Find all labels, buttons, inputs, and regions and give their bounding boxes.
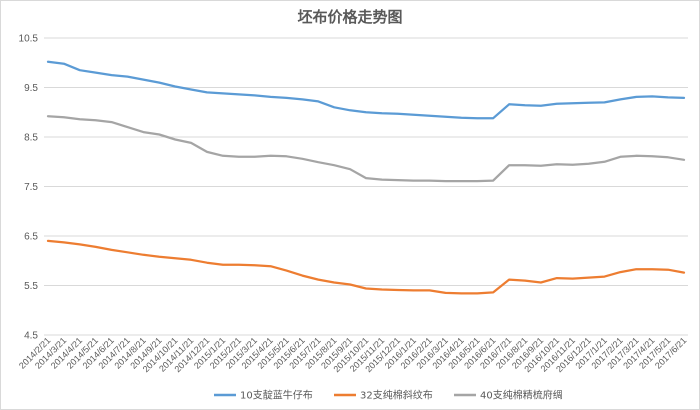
series-group: [46, 60, 686, 295]
y-axis-ticks: 4.5 5.5 6.5 7.5 8.5 9.5 10.5: [19, 34, 39, 342]
y-tick-label: 7.5: [24, 182, 38, 193]
legend-label: 40支纯棉精梳府绸: [480, 389, 563, 402]
grid-lines: [44, 37, 688, 336]
legend-label: 32支纯棉斜纹布: [360, 389, 433, 402]
series-line: [46, 115, 686, 183]
y-tick-label: 4.5: [24, 331, 38, 342]
legend-label: 10支靛蓝牛仔布: [240, 389, 313, 402]
y-tick-label: 9.5: [24, 83, 38, 94]
chart-title: 坯布价格走势图: [297, 8, 403, 26]
series-line: [46, 60, 686, 120]
x-axis-ticks: 2014/2/212014/3/212014/4/212014/5/212014…: [17, 335, 688, 374]
y-tick-label: 6.5: [24, 232, 38, 243]
legend: 10支靛蓝牛仔布 32支纯棉斜纹布 40支纯棉精梳府绸: [214, 389, 563, 402]
series-line: [46, 239, 686, 295]
y-tick-label: 5.5: [24, 281, 38, 292]
y-tick-label: 8.5: [24, 133, 38, 144]
y-tick-label: 10.5: [19, 34, 39, 45]
